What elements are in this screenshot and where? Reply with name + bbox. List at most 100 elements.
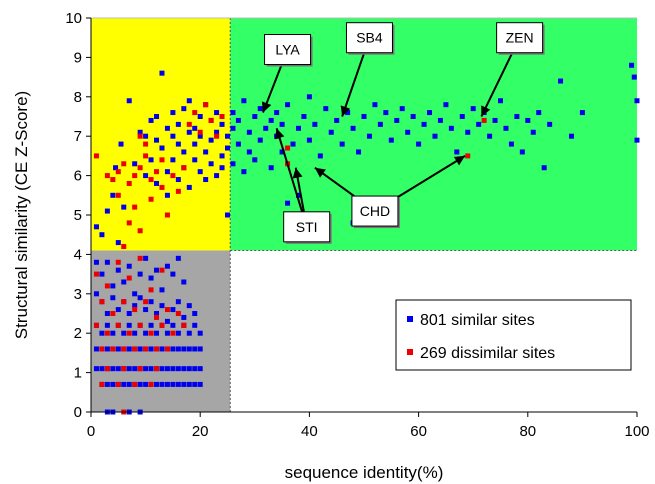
data-point xyxy=(366,133,372,139)
annotation-box xyxy=(283,211,331,243)
data-point xyxy=(154,137,160,143)
data-point xyxy=(154,114,160,119)
data-point xyxy=(110,366,116,372)
data-point xyxy=(137,366,143,372)
axis-ticks: 0 20 40 60 80 100 0 1 2 3 4 5 6 7 8 9 10 xyxy=(65,10,649,440)
data-point xyxy=(170,173,176,179)
data-point xyxy=(164,125,170,131)
y-tick-label: 7 xyxy=(74,128,82,145)
data-point xyxy=(115,259,121,265)
data-point xyxy=(186,303,192,309)
data-point xyxy=(192,322,198,328)
data-point xyxy=(421,121,427,127)
data-point xyxy=(104,366,110,372)
x-tick-label: 0 xyxy=(87,423,95,440)
annotation-arrowhead xyxy=(340,105,351,117)
data-point xyxy=(175,299,181,305)
data-point xyxy=(356,149,362,155)
data-point xyxy=(93,322,99,328)
data-point xyxy=(143,381,149,387)
data-point xyxy=(159,287,165,293)
data-point xyxy=(295,192,301,198)
data-point xyxy=(306,137,312,143)
data-point xyxy=(219,165,225,171)
data-point xyxy=(394,117,400,123)
data-point xyxy=(279,121,285,127)
data-point xyxy=(143,133,149,139)
data-point xyxy=(579,110,585,116)
data-point xyxy=(137,346,143,352)
data-point xyxy=(99,299,105,305)
data-point xyxy=(159,157,165,163)
data-point xyxy=(126,263,132,269)
x-tick-label: 80 xyxy=(519,423,536,440)
data-point xyxy=(137,228,143,234)
data-point xyxy=(126,311,132,316)
data-point xyxy=(110,381,116,387)
data-point xyxy=(132,330,138,336)
data-point xyxy=(268,165,274,171)
data-point xyxy=(323,106,329,112)
data-point xyxy=(350,125,356,131)
data-point xyxy=(285,145,291,151)
data-point xyxy=(214,173,220,179)
data-point xyxy=(203,102,209,108)
data-point xyxy=(230,110,236,116)
data-point xyxy=(186,381,192,387)
data-point xyxy=(104,322,110,328)
y-tick-label: 9 xyxy=(74,49,82,66)
data-point xyxy=(143,330,149,336)
data-point xyxy=(186,121,192,127)
data-point xyxy=(121,299,127,305)
data-point xyxy=(132,366,138,372)
data-point xyxy=(126,366,132,372)
data-point xyxy=(383,110,389,116)
annotation-label: CHD xyxy=(360,203,390,219)
data-point xyxy=(241,169,247,175)
data-point xyxy=(137,322,143,328)
data-point xyxy=(631,74,637,80)
data-point xyxy=(186,330,192,336)
annotation-box xyxy=(496,22,544,54)
data-point xyxy=(121,381,127,387)
data-point xyxy=(99,346,105,352)
annotation-arrowhead xyxy=(274,128,285,140)
data-point xyxy=(541,165,547,171)
data-point xyxy=(405,129,411,135)
annotation-box xyxy=(345,22,393,54)
x-tick-label: 100 xyxy=(624,423,649,440)
data-point xyxy=(104,330,110,336)
data-point xyxy=(115,169,121,175)
data-point xyxy=(159,322,165,328)
data-point xyxy=(164,169,170,175)
data-point xyxy=(159,366,165,372)
data-point xyxy=(186,366,192,372)
data-point xyxy=(328,129,334,135)
data-point xyxy=(99,330,105,336)
data-point xyxy=(192,141,198,147)
data-points xyxy=(93,62,640,415)
data-point xyxy=(126,381,132,387)
data-point xyxy=(285,200,291,206)
data-point xyxy=(137,271,143,277)
data-point xyxy=(186,346,192,352)
data-point xyxy=(159,70,165,76)
data-point xyxy=(121,279,127,285)
annotation-arrowhead xyxy=(314,167,326,178)
data-point xyxy=(547,121,553,127)
legend-box xyxy=(395,299,632,371)
data-point xyxy=(197,129,203,135)
data-point xyxy=(170,157,176,163)
data-point xyxy=(121,244,127,250)
data-point xyxy=(154,330,160,336)
data-point xyxy=(110,283,116,289)
data-point xyxy=(558,78,564,84)
data-point xyxy=(154,180,160,186)
data-point xyxy=(448,125,454,131)
data-point xyxy=(164,366,170,372)
data-point xyxy=(159,303,165,309)
data-point xyxy=(634,137,640,143)
data-point xyxy=(508,141,514,147)
data-point xyxy=(164,318,170,324)
data-point xyxy=(203,149,209,155)
